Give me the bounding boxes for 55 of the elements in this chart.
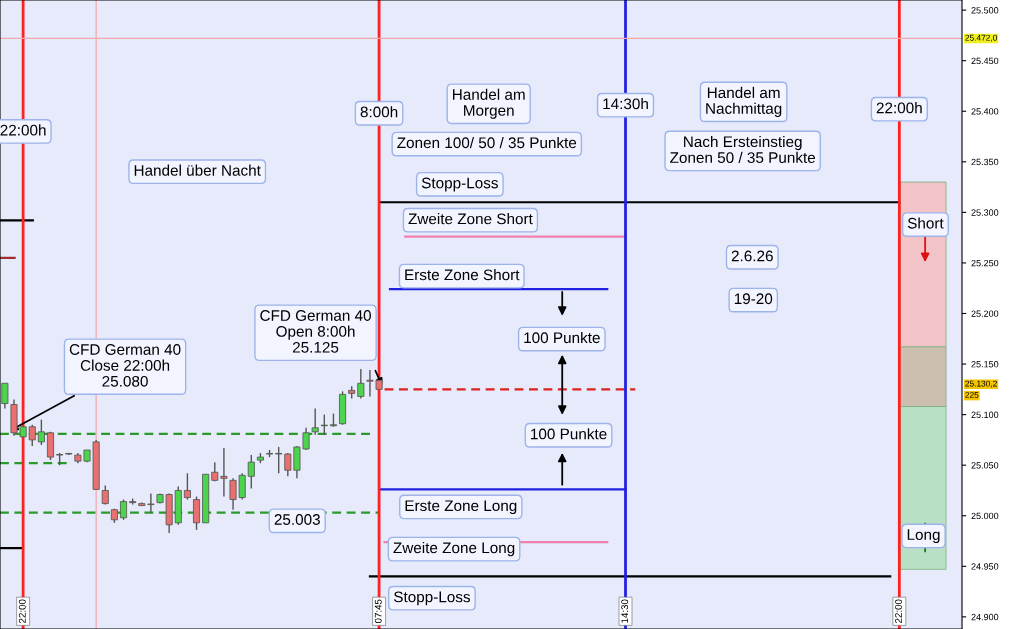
annotation: 2.6.26 xyxy=(731,250,773,262)
ref-line-label: 25.472,0 xyxy=(965,34,997,42)
text: 225 xyxy=(965,391,979,398)
y-tick-label: 25.150 xyxy=(971,361,999,368)
annotation: Handel über Nacht xyxy=(134,164,261,176)
annotation: 22:00h xyxy=(876,102,922,114)
candlestick xyxy=(183,472,191,501)
candlestick xyxy=(1,382,9,410)
y-tick-label: 25.400 xyxy=(971,108,999,115)
annotation: CFD German 40 Open 8:00h 25.125 xyxy=(260,310,371,353)
annotation: Short xyxy=(907,217,944,229)
y-tick-label: 25.200 xyxy=(971,310,999,317)
candlestick xyxy=(275,446,283,474)
annotation: 25.003 xyxy=(274,514,320,525)
candlestick xyxy=(311,407,319,436)
y-tick-label: 25.450 xyxy=(971,57,999,65)
annotation: Erste Zone Long xyxy=(405,500,517,515)
y-tick-label: 25.350 xyxy=(971,158,999,166)
annotation: 100 Punkte xyxy=(524,331,600,344)
candlestick xyxy=(247,454,255,490)
y-tick-label: 24.950 xyxy=(971,563,999,570)
annotation: Zweite Zone Long xyxy=(393,542,515,557)
annotation: Handel am Nachmittag xyxy=(706,86,782,117)
annotation: 100 Punkte xyxy=(531,428,607,440)
y-tick-label: 25.250 xyxy=(971,259,999,267)
annotation: Erste Zone Short xyxy=(405,269,520,281)
annotation: 19-20 xyxy=(734,293,773,305)
annotation: Zweite Zone Short xyxy=(408,213,533,225)
y-tick-label: 25.300 xyxy=(971,209,999,216)
candlestick xyxy=(320,413,328,436)
x-tick-label: 07:45 xyxy=(374,599,382,624)
candlestick xyxy=(193,495,201,531)
annotation: Stopp-Loss xyxy=(393,591,471,606)
candlestick xyxy=(101,484,109,506)
annotation: CFD German 40 Close 22:00h 25.080 xyxy=(69,344,181,387)
annotation: Long xyxy=(907,529,940,544)
x-tick-label: 14:30 xyxy=(621,599,629,623)
y-tick-label: 25.500 xyxy=(971,7,999,14)
text: 25.130,2 xyxy=(965,380,997,388)
annotation: Zonen 100/ 50 / 35 Punkte xyxy=(397,136,577,149)
candlestick xyxy=(357,368,365,400)
y-tick-label: 25.050 xyxy=(971,462,999,469)
annotation: Handel am Morgen xyxy=(453,88,525,119)
y-tick-label: 25.000 xyxy=(971,512,999,520)
y-tick-label: 25.100 xyxy=(971,411,999,418)
annotation: 22:00h xyxy=(0,124,46,136)
candlestick xyxy=(120,498,128,521)
y-tick-label: 24.900 xyxy=(971,613,999,621)
x-tick-label: 22:00 xyxy=(18,599,26,623)
x-tick-label: 22:00 xyxy=(895,599,902,623)
candlestick xyxy=(37,418,45,446)
annotation: Stopp-Loss xyxy=(421,177,498,192)
annotation: 8:00h xyxy=(360,106,398,118)
annotation: 14:30h xyxy=(603,98,648,110)
annotation: Nach Ersteinstieg Zonen 50 / 35 Punkte xyxy=(670,135,816,164)
